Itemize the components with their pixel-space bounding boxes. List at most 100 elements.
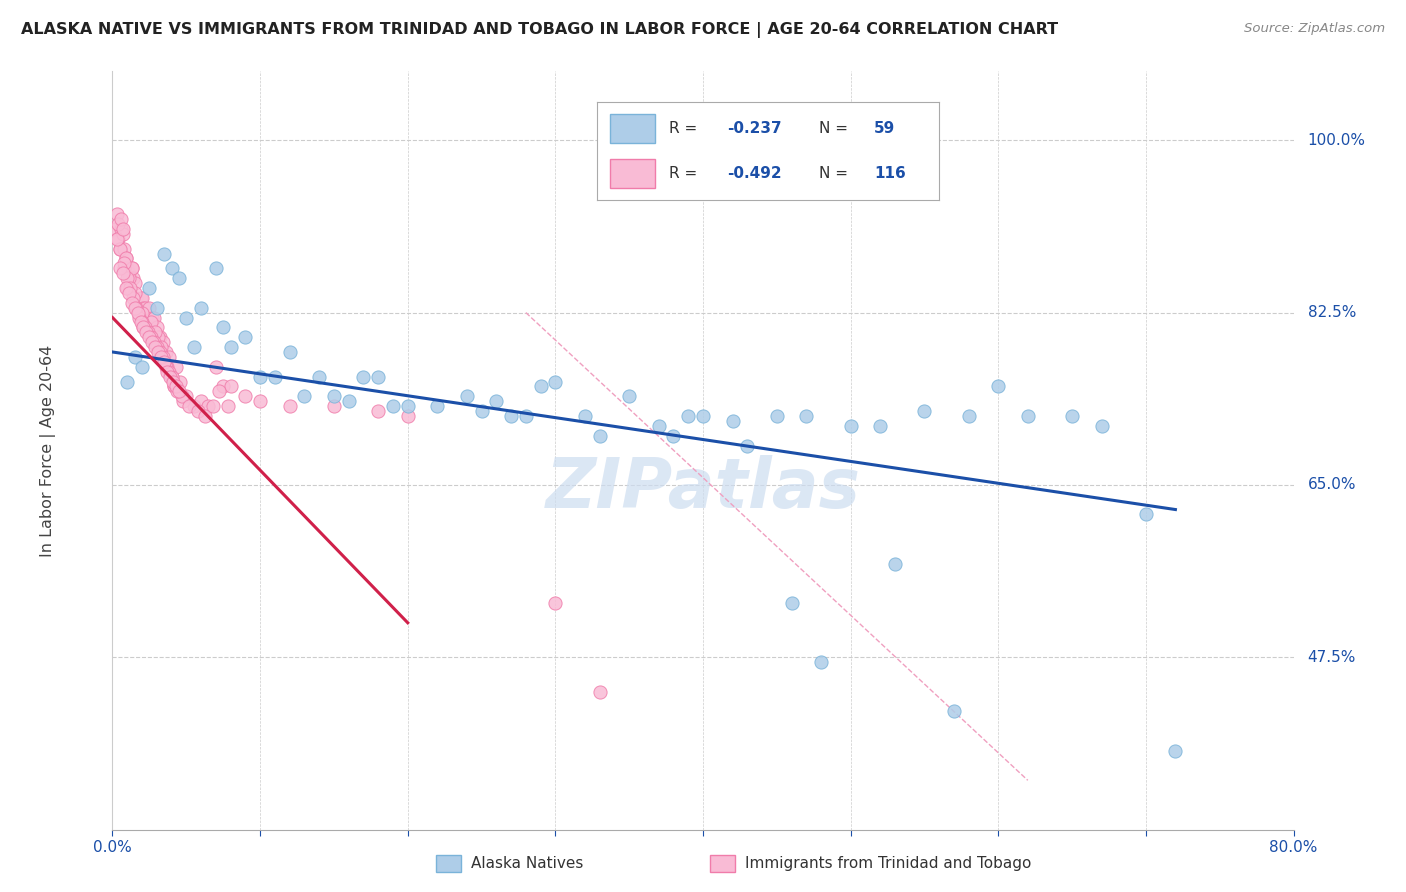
Point <box>124 301 146 315</box>
Point <box>163 379 186 393</box>
Point <box>367 404 389 418</box>
Point <box>152 350 174 364</box>
Point <box>120 281 142 295</box>
Text: Immigrants from Trinidad and Tobago: Immigrants from Trinidad and Tobago <box>745 856 1032 871</box>
Text: Source: ZipAtlas.com: Source: ZipAtlas.com <box>1244 22 1385 36</box>
Text: ALASKA NATIVE VS IMMIGRANTS FROM TRINIDAD AND TOBAGO IN LABOR FORCE | AGE 20-64 : ALASKA NATIVE VS IMMIGRANTS FROM TRINIDA… <box>21 22 1059 38</box>
Point <box>143 340 166 354</box>
Point <box>114 252 136 266</box>
Point <box>134 301 156 315</box>
Point <box>869 418 891 433</box>
Point <box>619 389 641 403</box>
Point <box>110 222 132 236</box>
Point <box>219 340 242 354</box>
Point <box>233 330 256 344</box>
Point <box>174 310 197 325</box>
Point <box>153 246 176 260</box>
Point <box>107 217 129 231</box>
Point <box>544 375 567 389</box>
Point <box>105 232 128 246</box>
Point <box>678 409 700 423</box>
Point <box>108 242 131 256</box>
Text: 47.5%: 47.5% <box>1308 649 1355 665</box>
Point <box>148 345 170 359</box>
Point <box>117 261 138 276</box>
Point <box>157 365 180 379</box>
Point <box>810 655 832 669</box>
Point <box>118 266 141 280</box>
Point <box>187 404 209 418</box>
Point <box>117 271 138 285</box>
Point <box>104 222 127 236</box>
Point <box>212 379 235 393</box>
Point <box>165 379 187 393</box>
Point <box>1091 418 1114 433</box>
Point <box>129 291 152 305</box>
Point <box>205 359 228 374</box>
Point <box>149 345 172 359</box>
Point <box>135 310 157 325</box>
Text: 82.5%: 82.5% <box>1308 305 1355 320</box>
Point <box>117 375 138 389</box>
Point <box>138 301 160 315</box>
Point <box>155 359 177 374</box>
Point <box>194 409 217 423</box>
Point <box>167 271 190 285</box>
Point <box>190 394 212 409</box>
Point <box>122 271 145 285</box>
Point <box>179 399 201 413</box>
Point <box>146 301 169 315</box>
Point <box>124 285 146 300</box>
Point <box>131 291 153 305</box>
Point <box>166 384 188 399</box>
Point <box>156 359 179 374</box>
Point <box>292 389 315 403</box>
Point <box>141 335 163 350</box>
Point <box>121 261 143 276</box>
Point <box>108 261 131 276</box>
Point <box>139 315 162 329</box>
Point <box>131 359 153 374</box>
Point <box>112 256 135 270</box>
Point <box>143 326 166 340</box>
Point <box>201 399 224 413</box>
Point <box>132 320 155 334</box>
Point <box>352 369 374 384</box>
Point <box>136 315 159 329</box>
Point <box>141 310 163 325</box>
Point <box>264 369 287 384</box>
Point <box>138 281 160 295</box>
Point <box>515 409 537 423</box>
Point <box>957 409 980 423</box>
Point <box>169 375 191 389</box>
Point <box>987 379 1010 393</box>
Point <box>588 428 610 442</box>
Point <box>131 305 153 319</box>
Point <box>217 399 239 413</box>
Point <box>125 301 148 315</box>
Point <box>249 369 271 384</box>
Point <box>157 350 180 364</box>
Point <box>150 340 173 354</box>
Point <box>1017 409 1039 423</box>
Point <box>205 261 228 276</box>
Point <box>107 232 129 246</box>
Point <box>155 345 177 359</box>
Point <box>112 242 135 256</box>
Point <box>152 335 174 350</box>
Point <box>574 409 596 423</box>
Point <box>337 394 360 409</box>
Point <box>662 428 685 442</box>
Point <box>839 418 862 433</box>
Point <box>160 369 183 384</box>
Point <box>160 261 183 276</box>
Point <box>647 418 671 433</box>
Point <box>208 384 231 399</box>
Point <box>426 399 449 413</box>
Point <box>105 207 128 221</box>
Point <box>125 291 148 305</box>
Point <box>114 252 136 266</box>
Point <box>1135 508 1157 522</box>
Point <box>124 350 146 364</box>
Text: In Labor Force | Age 20-64: In Labor Force | Age 20-64 <box>39 344 55 557</box>
